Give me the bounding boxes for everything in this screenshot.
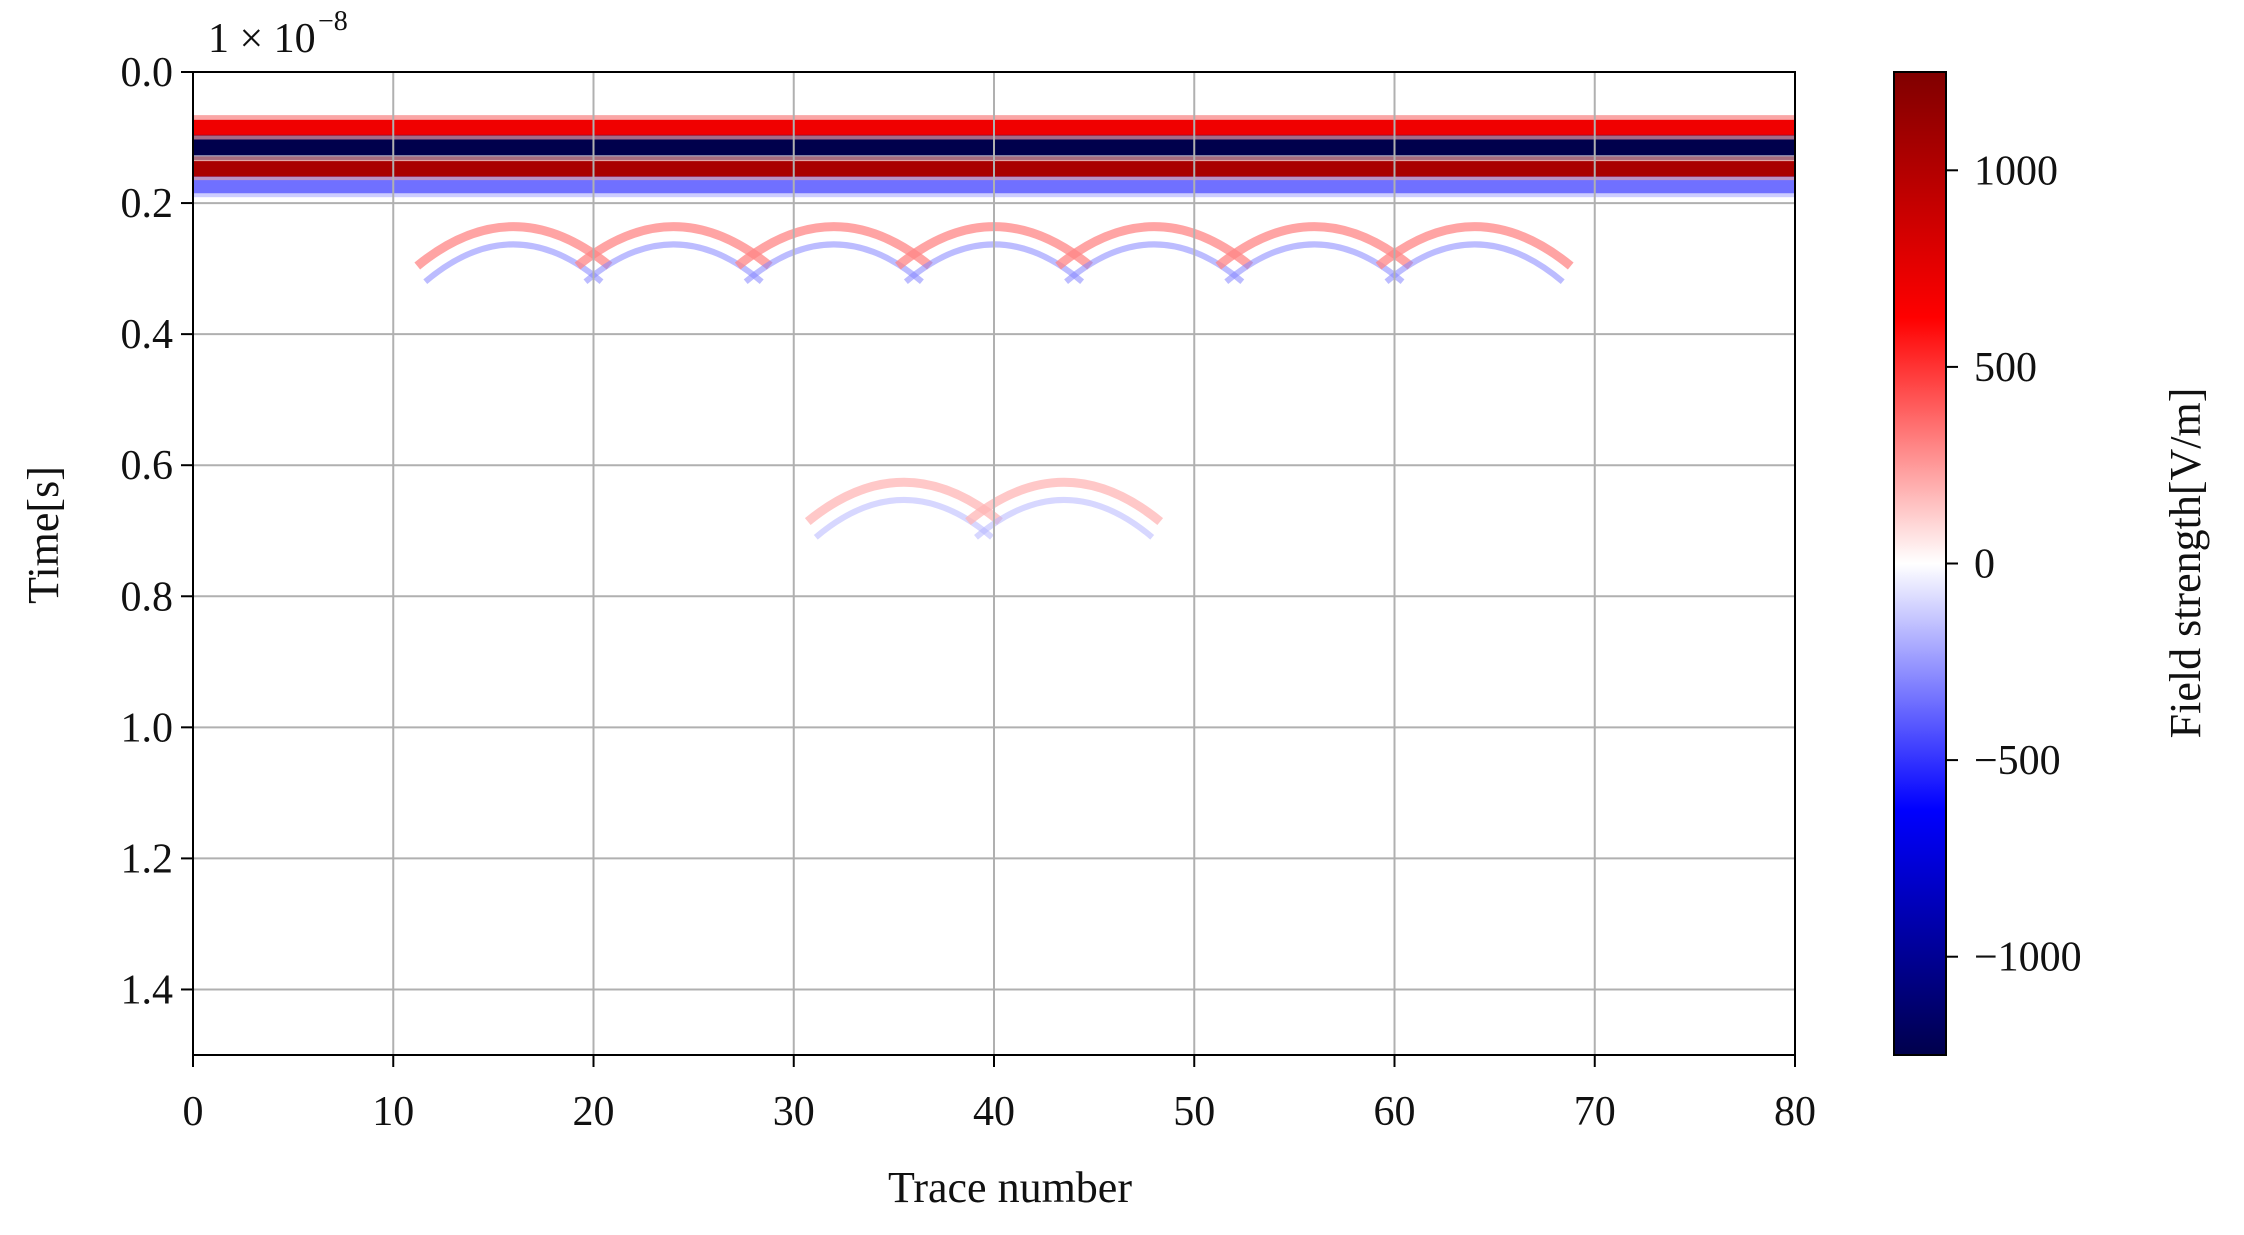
- y-scale-label: 1 × 10: [208, 16, 316, 62]
- reflection-hyperbola: [414, 222, 613, 270]
- colorbar-ticks: 1000 500 0 −500 −1000: [1946, 148, 2082, 981]
- y-tick-label: 1.2: [121, 836, 174, 882]
- colorbar-tick-label: −500: [1974, 738, 2061, 784]
- x-axis-label: Trace number: [888, 1163, 1132, 1212]
- y-tick-label: 0.4: [121, 312, 174, 358]
- reflection-hyperbola: [1055, 222, 1254, 270]
- reflection-hyperbola-negative: [1384, 241, 1565, 284]
- x-tick-label: 20: [573, 1089, 615, 1135]
- reflection-hyperbola: [734, 222, 933, 270]
- y-scale-exponent: −8: [318, 6, 348, 37]
- colorbar-tick-label: 0: [1974, 542, 1995, 588]
- colorbar: [1893, 71, 1947, 1056]
- reflection-hyperbola: [965, 477, 1164, 526]
- tick-layer: 0 10 20 30 40 50 60 70 80 0.0 0.2 0.4 0.6 0.8 1.0 1.2 1.…: [121, 50, 1817, 1135]
- x-tick-label: 80: [1774, 1089, 1816, 1135]
- colorbar-tick-label: 1000: [1974, 148, 2058, 194]
- x-tick-label: 0: [183, 1089, 204, 1135]
- reflection-hyperbola: [574, 222, 773, 270]
- y-tick-label: 0.2: [121, 181, 174, 227]
- x-tick-label: 50: [1173, 1089, 1215, 1135]
- x-tick-label: 60: [1374, 1089, 1416, 1135]
- colorbar-tick-label: −1000: [1974, 935, 2082, 981]
- reflection-hyperbola: [804, 477, 1003, 526]
- reflection-hyperbola-negative: [974, 497, 1155, 540]
- y-tick-label: 1.4: [121, 967, 174, 1013]
- y-tick-label: 0.0: [121, 50, 174, 96]
- colorbar-tick-label: 500: [1974, 345, 2037, 391]
- reflection-hyperbola: [1215, 222, 1414, 270]
- x-tick-label: 10: [372, 1089, 414, 1135]
- y-tick-label: 0.8: [121, 574, 174, 620]
- y-tick-label: 1.0: [121, 705, 174, 751]
- x-tick-label: 30: [773, 1089, 815, 1135]
- x-tick-label: 40: [973, 1089, 1015, 1135]
- x-tick-label: 70: [1574, 1089, 1616, 1135]
- y-axis-label: Time[s]: [19, 466, 68, 604]
- y-tick-label: 0.6: [121, 443, 174, 489]
- reflection-hyperbola: [1375, 222, 1574, 270]
- colorbar-label: Field strength[V/m]: [2161, 388, 2210, 739]
